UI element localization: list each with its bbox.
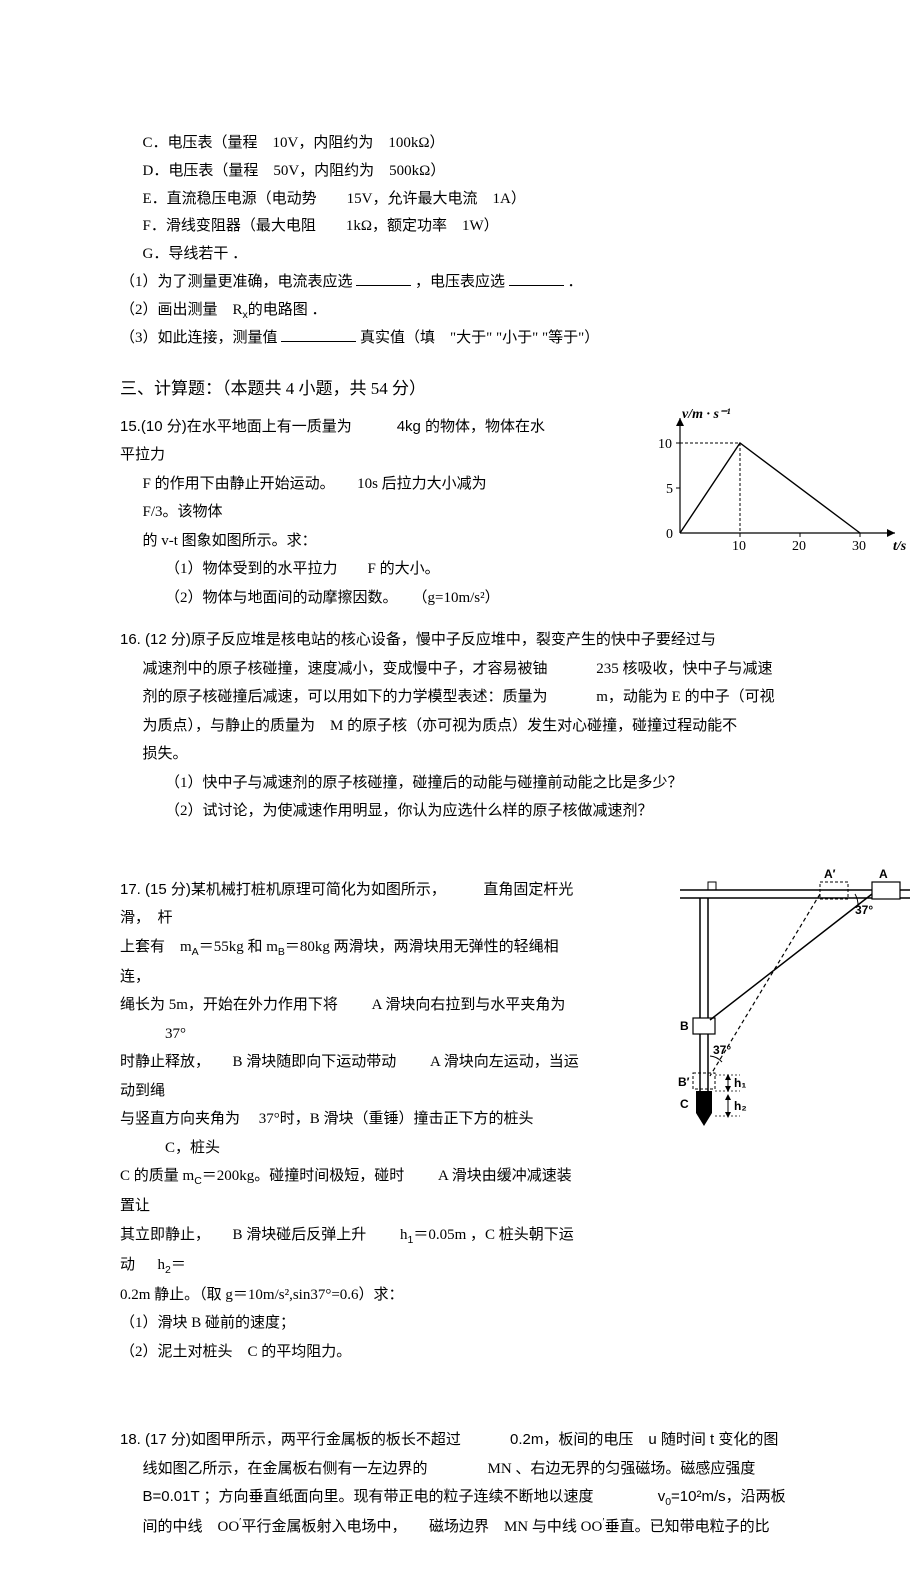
option-g: G．导线若干 ．	[120, 241, 850, 269]
q14-3-text-a: （3）如此连接，测量值	[120, 330, 278, 346]
q16-line4: 为质点），与静止的质量为 M 的原子核（亦可视为质点）发生对心碰撞，碰撞过程动能…	[120, 712, 850, 741]
q17-l7a: 其立即静止， B 滑块碰后反弹上升 h	[120, 1227, 408, 1243]
q14-sub2: （2）画出测量 Rx的电路图 ．	[120, 297, 850, 325]
q15-vt-chart: 0 5 10 10 20 30 v/m · s⁻¹ t/s	[640, 408, 920, 558]
q15-line2: F 的作用下由静止开始运动。 10s 后拉力大小减为 F/3。该物体	[120, 470, 550, 527]
q17-label-A: A	[879, 867, 888, 881]
q15-line5: （2）物体与地面间的动摩擦因数。 （g=10m/s²）	[120, 584, 550, 613]
q17-l6a: C 的质量 m	[120, 1168, 194, 1184]
q17-diagram: A A′ 37° 37° B B′ C	[680, 868, 910, 1138]
q15-head: 15.(10 分)在水平地面上有一质量为 4kg 的物体，物体在水平拉力	[120, 418, 545, 464]
q16-line6: （1）快中子与减速剂的原子核碰撞，碰撞后的动能与碰撞前动能之比是多少？	[120, 769, 850, 798]
q18-head: 18. (17 分)如图甲所示，两平行金属板的板长不超过 0.2m，板间的电压 …	[120, 1431, 778, 1448]
q14-2-text-b: 的电路图 ．	[248, 302, 327, 318]
q17-label-B: B	[680, 1019, 689, 1033]
q18-l4c: 垂直。已知带电粒子的比	[605, 1519, 770, 1535]
q15-ytick-5: 5	[666, 482, 673, 497]
option-f: F．滑线变阻器（最大电阻 1kΩ，额定功率 1W）	[120, 213, 850, 241]
q17-line1: 17. (15 分)某机械打桩机原理可简化为如图所示， 直角固定杆光滑， 杆	[120, 876, 580, 933]
q17-label-Bp: B′	[678, 1075, 690, 1089]
q17-l2a: 上套有 m	[120, 939, 192, 955]
q15-ytick-10: 10	[658, 437, 672, 452]
q17-line5: 与竖直方向夹角为 37°时，B 滑块（重锤）撞击正下方的桩头 C，桩头	[120, 1105, 580, 1162]
q16-line3: 剂的原子核碰撞后减速，可以用如下的力学模型表述：质量为 m，动能为 E 的中子（…	[120, 683, 850, 712]
q17-line4: 时静止释放， B 滑块随即向下运动带动 A 滑块向左运动，当运动到绳	[120, 1048, 580, 1105]
q18-l4b: 平行金属板射入电场中， 磁场边界 MN 与中线 OO	[241, 1519, 602, 1535]
q14-3-text-b: 真实值（填 "大于" "小于" "等于"）	[360, 330, 599, 346]
q15-xtick-10: 10	[732, 539, 746, 554]
option-d: D．电压表（量程 50V，内阻约为 500kΩ）	[120, 158, 850, 186]
q14-2-text-a: （2）画出测量 R	[120, 302, 243, 318]
q16-line2: 减速剂中的原子核碰撞，速度减小，变成慢中子，才容易被铀 235 核吸收，快中子与…	[120, 655, 850, 684]
q15-line4: （1）物体受到的水平拉力 F 的大小。	[120, 555, 550, 584]
q17-l2b: ＝55kg 和 m	[199, 939, 278, 955]
q17-line3: 绳长为 5m，开始在外力作用下将 A 滑块向右拉到与水平夹角为 37°	[120, 991, 580, 1048]
q15-ylabel: v/m · s⁻¹	[682, 407, 731, 422]
q16-line5: 损失。	[120, 740, 850, 769]
q18-line4: 间的中线 OO′平行金属板射入电场中， 磁场边界 MN 与中线 OO′垂直。已知…	[120, 1513, 850, 1542]
q17-angle-top: 37°	[855, 903, 873, 917]
q17-label-C: C	[680, 1097, 689, 1111]
q15-ytick-0: 0	[666, 527, 673, 542]
q16-line7: （2）试讨论，为使减速作用明显，你认为应选什么样的原子核做减速剂？	[120, 797, 850, 826]
q14-1-text-b: ，电压表应选	[415, 274, 505, 290]
q17-line2: 上套有 mA＝55kg 和 mB＝80kg 两滑块，两滑块用无弹性的轻绳相连，	[120, 933, 580, 991]
q16-line1: 16. (12 分)原子反应堆是核电站的核心设备，慢中子反应堆中，裂变产生的快中…	[120, 626, 850, 655]
q14-sub3: （3）如此连接，测量值 真实值（填 "大于" "小于" "等于"）	[120, 325, 850, 353]
section-3-heading: 三、计算题：（本题共 4 小题，共 54 分）	[120, 373, 850, 405]
q18-l3b: =10²m/s，沿两板	[671, 1488, 786, 1505]
blank-compare	[281, 327, 356, 342]
q14-sub1: （1）为了测量更准确，电流表应选 ，电压表应选 ．	[120, 269, 850, 297]
q17-line6: C 的质量 mC＝200kg。碰撞时间极短，碰时 A 滑块由缓冲减速装置让	[120, 1162, 580, 1220]
q15-line3: 的 v-t 图象如图所示。求：	[120, 527, 550, 556]
q18-l3a: B=0.01T ；方向垂直纸面向里。现有带正电的粒子连续不断地以速度 v	[143, 1488, 666, 1505]
q14-1-text-c: ．	[568, 274, 583, 290]
q15-xtick-20: 20	[792, 539, 806, 554]
q18-line2: 线如图乙所示，在金属板右侧有一左边界的 MN 、右边无界的匀强磁场。磁感应强度	[120, 1455, 850, 1484]
q17-head: 17. (15 分)某机械打桩机原理可简化为如图所示， 直角固定杆光滑， 杆	[120, 881, 573, 927]
q17-angle-bottom: 37°	[713, 1043, 731, 1057]
q15-xlabel: t/s	[893, 539, 907, 554]
q15-xtick-30: 30	[852, 539, 866, 554]
q18-l4a: 间的中线 OO	[143, 1519, 240, 1535]
q16-head: 16. (12 分)原子反应堆是核电站的核心设备，慢中子反应堆中，裂变产生的快中…	[120, 631, 716, 648]
q17-label-Ap: A′	[824, 867, 836, 881]
q17-label-h1: h₁	[734, 1076, 746, 1090]
q17-line9: （1）滑块 B 碰前的速度；	[120, 1309, 580, 1338]
q17-l7c: ＝	[171, 1257, 186, 1273]
q18-line3: B=0.01T ；方向垂直纸面向里。现有带正电的粒子连续不断地以速度 v0=10…	[120, 1483, 850, 1513]
q14-1-text-a: （1）为了测量更准确，电流表应选	[120, 274, 353, 290]
q17-label-h2: h₂	[734, 1099, 747, 1113]
q17-line7: 其立即静止， B 滑块碰后反弹上升 h1＝0.05m ，C 桩头朝下运动 h2＝	[120, 1221, 580, 1281]
q17-line10: （2）泥土对桩头 C 的平均阻力。	[120, 1338, 580, 1367]
option-e: E．直流稳压电源（电动势 15V，允许最大电流 1A）	[120, 186, 850, 214]
q17-line8: 0.2m 静止。（取 g＝10m/s²,sin37°=0.6）求：	[120, 1281, 580, 1310]
option-c: C．电压表（量程 10V，内阻约为 100kΩ）	[120, 130, 850, 158]
blank-ammeter	[356, 271, 411, 286]
q18-line1: 18. (17 分)如图甲所示，两平行金属板的板长不超过 0.2m，板间的电压 …	[120, 1426, 850, 1455]
blank-voltmeter	[509, 271, 564, 286]
q15-line1: 15.(10 分)在水平地面上有一质量为 4kg 的物体，物体在水平拉力	[120, 413, 550, 470]
